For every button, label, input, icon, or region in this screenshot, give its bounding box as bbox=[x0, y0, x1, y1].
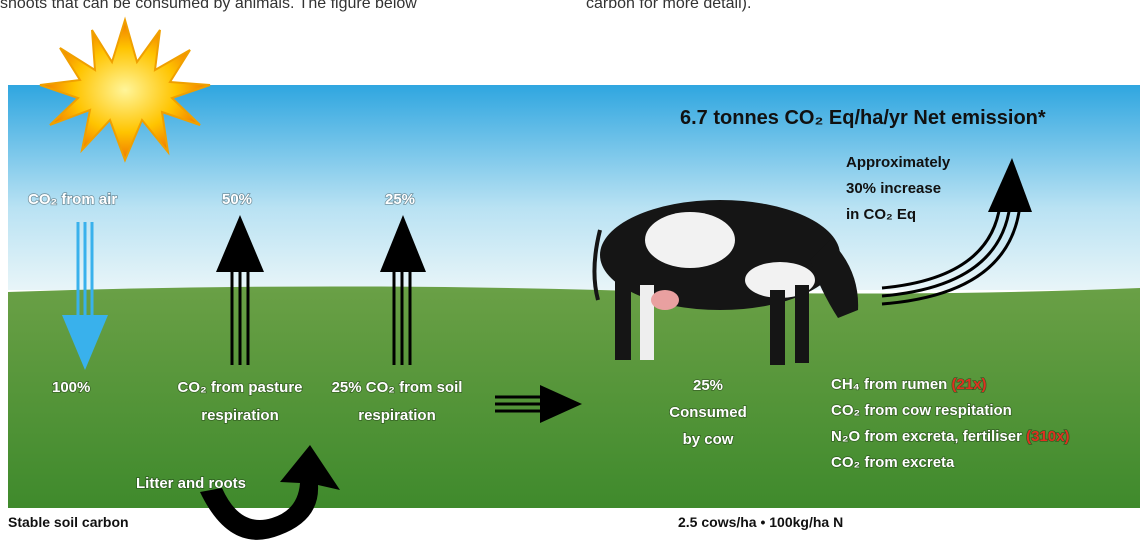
stocking-label: 2.5 cows/ha • 100kg/ha N bbox=[678, 514, 843, 530]
emission-factor: (310x) bbox=[1026, 428, 1069, 445]
air-percent: 100% bbox=[52, 379, 90, 396]
header-text: carbon for more detail). bbox=[586, 0, 751, 12]
emission-text: N₂O from excreta, fertiliser bbox=[831, 428, 1026, 445]
emission-text: CO₂ from excreta bbox=[831, 454, 955, 471]
increase-note: Approximately bbox=[846, 154, 951, 171]
stable-label: Stable soil carbon bbox=[8, 514, 129, 530]
emission-factor: (21x) bbox=[952, 376, 987, 393]
cow-label: by cow bbox=[683, 431, 734, 448]
title: 6.7 tonnes CO₂ Eq/ha/yr Net emission* bbox=[680, 107, 1046, 129]
litter-label: Litter and roots bbox=[136, 475, 246, 492]
pasture-percent: 50% bbox=[222, 191, 252, 208]
cow-label: Consumed bbox=[669, 404, 747, 421]
diagram: shoots that can be consumed by animals. … bbox=[0, 0, 1140, 541]
header-text: shoots that can be consumed by animals. … bbox=[0, 0, 417, 12]
cow-label: 25% bbox=[693, 377, 723, 394]
emission-item: CO₂ from cow respitation bbox=[831, 402, 1012, 419]
emission-item: N₂O from excreta, fertiliser (310x) bbox=[831, 428, 1069, 445]
air-label: CO₂ from air bbox=[28, 191, 117, 208]
soil-percent: 25% bbox=[385, 191, 415, 208]
soil-label: respiration bbox=[358, 407, 436, 424]
emission-item: CH₄ from rumen (21x) bbox=[831, 376, 987, 393]
increase-note: 30% increase bbox=[846, 180, 941, 197]
emission-item: CO₂ from excreta bbox=[831, 454, 955, 471]
emission-text: CO₂ from cow respitation bbox=[831, 402, 1012, 419]
emission-text: CH₄ from rumen bbox=[831, 376, 952, 393]
soil-label: 25% CO₂ from soil bbox=[332, 379, 463, 396]
pasture-label: CO₂ from pasture bbox=[177, 379, 302, 396]
pasture-label: respiration bbox=[201, 407, 279, 424]
increase-note: in CO₂ Eq bbox=[846, 206, 916, 223]
